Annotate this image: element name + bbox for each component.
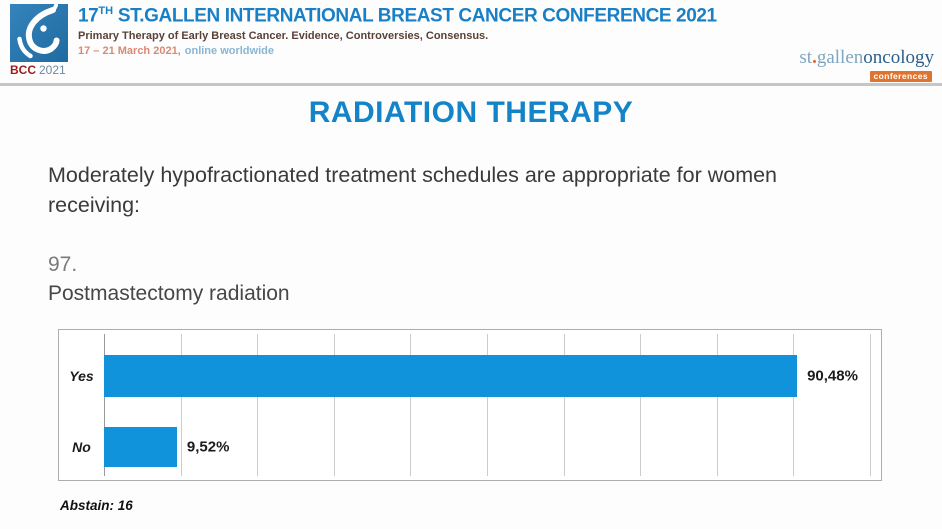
- gridline-30: [333, 334, 335, 476]
- gridline-10: [180, 334, 182, 476]
- gridline-50: [487, 334, 488, 476]
- bar-no: [104, 427, 177, 467]
- conference-title-text: ST.GALLEN INTERNATIONAL BREAST CANCER CO…: [113, 5, 717, 27]
- header-titles: 17TH ST.GALLEN INTERNATIONAL BREAST CANC…: [78, 5, 717, 57]
- chart-row-yes: Yes 90,48%: [59, 355, 870, 397]
- gridline-0: [104, 334, 105, 476]
- category-label-yes: Yes: [69, 368, 94, 384]
- gridline-70: [640, 334, 642, 476]
- question-intro: Moderately hypofractionated treatment sc…: [48, 163, 778, 218]
- gridline-20: [257, 334, 259, 476]
- gridline-80: [716, 334, 718, 476]
- bcc-logo-caption: BCC 2021: [10, 63, 70, 77]
- section-title: RADIATION THERAPY: [308, 96, 634, 129]
- gridline-90: [793, 334, 795, 476]
- stgallen-oncology-wordmark: st.gallenoncology: [799, 48, 934, 67]
- gridline-40: [410, 334, 412, 476]
- bar-track-no: 9,52%: [104, 427, 870, 467]
- brand-conferences-badge: conferences: [869, 71, 932, 82]
- conference-date: 17 – 21 March 2021, online worldwide: [78, 45, 717, 57]
- stgallen-oncology-logo: st.gallenoncology conferences: [799, 48, 934, 83]
- bcc-year: 2021: [39, 63, 66, 77]
- question-label: Postmastectomy radiation: [48, 282, 290, 305]
- bcc-text: BCC: [10, 63, 36, 77]
- conference-title-number: 17: [78, 5, 99, 27]
- conference-date-mode: online worldwide: [184, 45, 274, 58]
- gridline-100: [870, 334, 871, 476]
- bcc-logo-icon: [10, 4, 68, 62]
- bar-track-yes: 90,48%: [104, 355, 870, 397]
- brand-oncology: oncology: [863, 47, 934, 68]
- conference-date-range: 17 – 21 March 2021,: [78, 45, 181, 58]
- conference-title-ordinal: TH: [98, 5, 114, 17]
- value-label-no: 9,52%: [186, 438, 230, 456]
- abstain-note: Abstain: 16: [60, 498, 133, 513]
- gridline-60: [563, 334, 565, 476]
- brand-dot: .: [812, 47, 817, 68]
- value-label-yes: 90,48%: [807, 367, 858, 385]
- brand-gallen: gallen: [816, 47, 864, 68]
- conference-title: 17TH ST.GALLEN INTERNATIONAL BREAST CANC…: [78, 5, 717, 27]
- question-number: 97.: [48, 253, 78, 276]
- chart-grid: [104, 330, 871, 480]
- category-label-no: No: [72, 439, 91, 455]
- conference-header: BCC 2021 17TH ST.GALLEN INTERNATIONAL BRE…: [0, 0, 942, 86]
- chart-row-no: No 9,52%: [59, 427, 870, 467]
- bar-yes: [104, 355, 798, 397]
- conference-subtitle: Primary Therapy of Early Breast Cancer. …: [78, 30, 489, 43]
- poll-bar-chart: Yes 90,48% No 9,52%: [58, 329, 882, 481]
- brand-st: st: [799, 47, 813, 68]
- bcc-logo: BCC 2021: [10, 4, 70, 77]
